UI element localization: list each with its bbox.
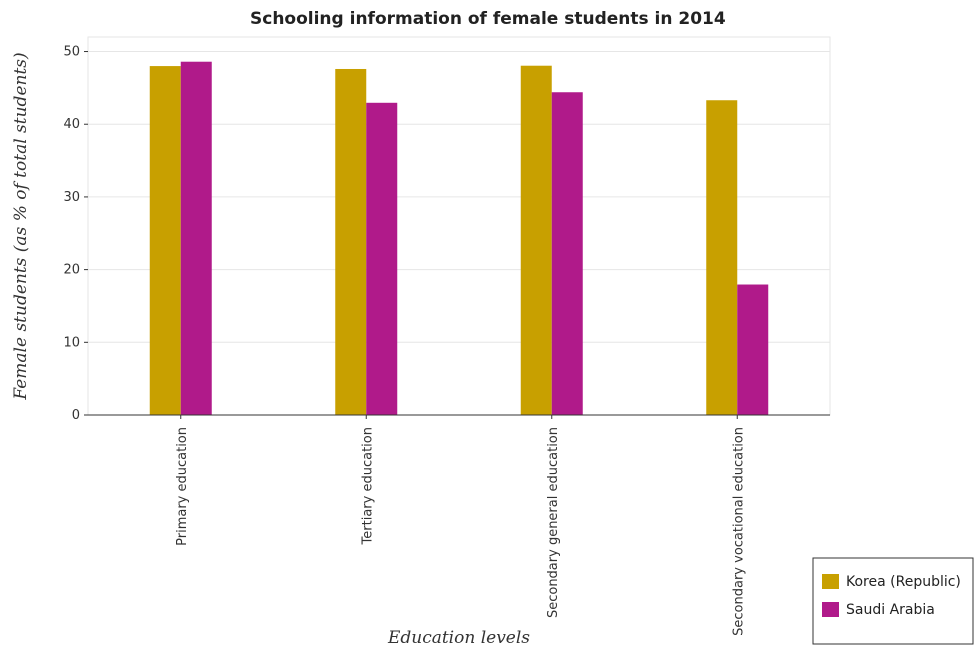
legend-box: [812, 557, 974, 645]
y-tick-label: 0: [72, 408, 80, 423]
legend: Korea (Republic) Saudi Arabia: [812, 557, 974, 645]
y-axis-ticks: 0 10 20 30 40 50: [63, 45, 88, 423]
bars: [149, 61, 769, 416]
legend-label: Korea (Republic): [846, 574, 961, 590]
chart-title: Schooling information of female students…: [250, 9, 726, 29]
bar: [520, 65, 552, 415]
y-axis-label: Female students (as % of total students): [11, 52, 31, 400]
y-tick-label: 50: [63, 45, 80, 60]
bar: [149, 66, 181, 416]
x-tick-label: Secondary general education: [546, 427, 561, 618]
y-tick-label: 30: [63, 190, 80, 205]
x-axis-ticks: Primary education Tertiary education Secon…: [175, 415, 746, 636]
bar: [180, 61, 212, 415]
legend-swatch: [822, 574, 839, 589]
bar: [335, 68, 367, 415]
y-tick-label: 10: [63, 335, 80, 350]
legend-swatch: [822, 602, 839, 617]
bar: [551, 92, 583, 415]
x-tick-label: Tertiary education: [360, 427, 375, 545]
y-tick-label: 40: [63, 117, 80, 132]
y-tick-label: 20: [63, 263, 80, 278]
x-tick-label: Secondary vocational education: [731, 427, 746, 636]
legend-label: Saudi Arabia: [846, 602, 935, 618]
bar: [706, 100, 738, 415]
x-axis-label: Education levels: [387, 628, 530, 648]
bar: [737, 284, 769, 415]
x-tick-label: Primary education: [175, 427, 190, 546]
bar: [366, 102, 398, 416]
